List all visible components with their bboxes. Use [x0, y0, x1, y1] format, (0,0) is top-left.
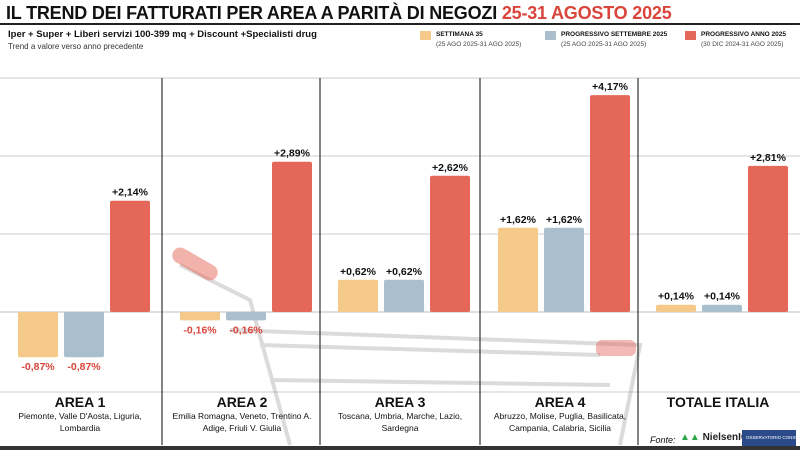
bar	[226, 312, 266, 321]
legend-swatch	[420, 31, 431, 40]
bar	[656, 304, 696, 312]
legend-swatch	[685, 31, 696, 40]
cart-basket	[229, 328, 643, 446]
area-regions: Emilia Romagna, Veneto, Trentino A. Adig…	[172, 411, 312, 433]
legend-dates: (25 AGO 2025-31 AGO 2025)	[436, 41, 522, 48]
area-regions: Abruzzo, Molise, Puglia, Basilicata, Cam…	[493, 411, 627, 433]
data-label: +2,62%	[432, 162, 469, 174]
area-regions: Toscana, Umbria, Marche, Lazio, Sardegna	[337, 411, 463, 433]
data-label: +0,62%	[340, 266, 377, 278]
area-regions: Piemonte, Valle D'Aosta, Liguria, Lombar…	[18, 411, 142, 433]
nielseniq-logo: ▲▲ NielsenIQ	[680, 432, 749, 443]
data-label: +0,14%	[658, 291, 695, 303]
bar	[498, 227, 538, 312]
title-rule	[0, 23, 800, 25]
data-label: -0,87%	[67, 361, 101, 373]
legend-swatch	[545, 31, 556, 40]
source-label: Fonte:	[650, 435, 676, 445]
data-label: +2,81%	[750, 152, 787, 164]
bar	[338, 279, 378, 312]
bar	[384, 279, 424, 312]
data-label: +0,62%	[386, 266, 423, 278]
title-main: IL TREND DEI FATTURATI PER AREA A PARITÀ…	[6, 3, 498, 23]
cart-rail	[259, 343, 601, 357]
bar	[64, 312, 104, 358]
bar	[430, 175, 470, 312]
bar	[702, 304, 742, 312]
bar	[110, 200, 150, 312]
bar	[180, 312, 220, 321]
bar	[272, 161, 312, 312]
area-label: AREA 2	[216, 394, 268, 410]
data-label: +2,14%	[112, 187, 149, 199]
legend-label: PROGRESSIVO ANNO 2025	[701, 31, 787, 38]
data-label: -0,16%	[183, 324, 217, 336]
cart-rail	[269, 378, 611, 387]
legend-label: PROGRESSIVO SETTEMBRE 2025	[561, 31, 668, 38]
data-label: +2,89%	[274, 148, 311, 160]
cart-grip	[172, 247, 218, 281]
legend-dates: (30 DIC 2024-31 AGO 2025)	[701, 41, 784, 48]
bottom-bar	[0, 446, 800, 450]
chart-title: IL TREND DEI FATTURATI PER AREA A PARITÀ…	[6, 3, 672, 24]
area-label: AREA 4	[534, 394, 586, 410]
bar	[544, 227, 584, 312]
area-label: AREA 3	[374, 394, 426, 410]
note: Trend a valore verso anno precedente	[8, 42, 144, 51]
data-label: -0,87%	[21, 361, 55, 373]
bar	[748, 165, 788, 312]
data-label: -0,16%	[229, 324, 263, 336]
legend-dates: (25 AGO 2025-31 AGO 2025)	[561, 41, 647, 48]
legend-label: SETTIMANA 35	[436, 31, 483, 38]
data-label: +1,62%	[546, 214, 583, 226]
data-label: +4,17%	[592, 81, 629, 93]
cart-bumper	[596, 340, 636, 356]
bar	[590, 95, 630, 312]
data-label: +0,14%	[704, 291, 741, 303]
title-dates: 25-31 AGOSTO 2025	[501, 3, 672, 23]
bar	[18, 312, 58, 358]
area-label: TOTALE ITALIA	[666, 394, 770, 410]
osservatorio-logo: OSSERVATORIO CONSUMI	[742, 430, 800, 446]
area-label: AREA 1	[54, 394, 106, 410]
data-label: +1,62%	[500, 214, 537, 226]
subtitle: Iper + Super + Liberi servizi 100-399 mq…	[8, 29, 317, 40]
